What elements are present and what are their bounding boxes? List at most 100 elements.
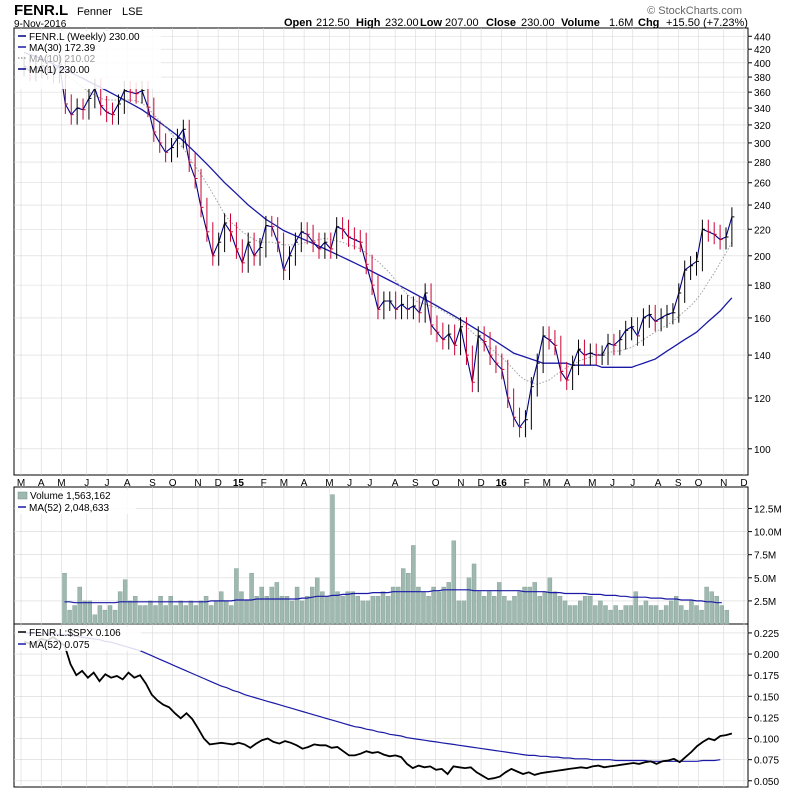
volume-bar bbox=[395, 586, 401, 625]
volume-bar bbox=[360, 600, 366, 625]
x-tick-label: N bbox=[194, 478, 201, 489]
price-bars bbox=[23, 54, 735, 438]
x-tick-label: A bbox=[301, 478, 308, 489]
volume-bar bbox=[304, 596, 310, 625]
volume-bar bbox=[421, 591, 426, 625]
volume-value: 1.6M bbox=[609, 17, 633, 29]
x-tick-label: J bbox=[84, 478, 89, 489]
volume-bar bbox=[638, 605, 644, 625]
volume-bar bbox=[679, 605, 684, 625]
volume-bar bbox=[350, 591, 355, 625]
price-tick-label: 260 bbox=[754, 179, 771, 190]
volume-bar bbox=[476, 591, 482, 625]
legend-ma30: MA(30) 172.39 bbox=[29, 43, 96, 54]
symbol-title: FENR.L bbox=[14, 2, 68, 19]
volume-bar bbox=[72, 605, 77, 625]
ratio-tick-label: 0.100 bbox=[754, 735, 779, 746]
volume-bar bbox=[198, 600, 204, 625]
volume-bar bbox=[158, 596, 163, 625]
volume-bar bbox=[537, 596, 542, 625]
volume-bar bbox=[208, 605, 214, 625]
price-panel bbox=[13, 27, 749, 476]
volume-bar bbox=[583, 596, 588, 625]
grid-lines bbox=[14, 28, 748, 787]
volume-tick-label: 10.0M bbox=[754, 528, 782, 539]
volume-bar bbox=[461, 600, 467, 625]
volume-bar bbox=[289, 600, 295, 625]
price-tick-label: 280 bbox=[754, 158, 771, 169]
volume-bar bbox=[173, 605, 178, 625]
volume-bar bbox=[148, 600, 153, 625]
legend-ratio-ma52: MA(52) 0.075 bbox=[29, 640, 90, 651]
volume-bar bbox=[522, 586, 527, 625]
volume-bar bbox=[320, 591, 325, 625]
legend-ma10: MA(10) 210.02 bbox=[29, 54, 96, 65]
x-tick-label: A bbox=[38, 478, 45, 489]
x-tick-label: M bbox=[325, 478, 333, 489]
volume-bar bbox=[623, 605, 628, 625]
volume-bar bbox=[168, 596, 173, 625]
volume-bar bbox=[188, 600, 194, 625]
open-value: 212.50 bbox=[316, 17, 350, 29]
ratio-legend-title: FENR.L:$SPX 0.106 bbox=[29, 628, 121, 639]
high-value: 232.00 bbox=[385, 17, 419, 29]
volume-bar bbox=[355, 596, 360, 625]
volume-bars bbox=[62, 494, 730, 625]
volume-tick-label: 5.0M bbox=[754, 574, 776, 585]
volume-bar bbox=[466, 577, 472, 625]
price-tick-label: 360 bbox=[754, 88, 771, 99]
volume-bar bbox=[532, 582, 537, 625]
volume-bar bbox=[689, 600, 694, 625]
volume-bar bbox=[552, 591, 558, 625]
x-tick-label: A bbox=[124, 478, 131, 489]
volume-bar bbox=[598, 600, 603, 625]
legend-ma1: MA(1) 230.00 bbox=[29, 65, 90, 76]
volume-bar bbox=[481, 596, 487, 625]
price-tick-label: 220 bbox=[754, 225, 771, 236]
volume-bar bbox=[588, 596, 593, 625]
volume-bar bbox=[486, 591, 492, 625]
volume-bar bbox=[335, 591, 340, 625]
price-tick-label: 440 bbox=[754, 32, 771, 43]
x-tick-label: M bbox=[17, 478, 25, 489]
volume-bar bbox=[436, 591, 441, 625]
volume-bar bbox=[244, 600, 249, 625]
volume-bar bbox=[507, 600, 512, 625]
volume-bar bbox=[345, 591, 350, 625]
ratio-ma52-line bbox=[24, 632, 721, 762]
volume-bar bbox=[658, 609, 664, 625]
volume-bar bbox=[92, 614, 98, 625]
volume-bar bbox=[249, 572, 254, 625]
volume-bar bbox=[613, 605, 618, 625]
volume-bar bbox=[294, 586, 300, 625]
volume-bar bbox=[426, 596, 431, 625]
x-tick-label: A bbox=[564, 478, 571, 489]
volume-bar bbox=[572, 605, 578, 625]
volume-bar bbox=[274, 582, 280, 625]
volume-bar bbox=[330, 494, 335, 625]
price-tick-label: 120 bbox=[754, 394, 771, 405]
ratio-tick-label: 0.075 bbox=[754, 756, 779, 767]
open-label: Open bbox=[284, 17, 312, 29]
volume-bar bbox=[603, 605, 608, 625]
volume-bar bbox=[82, 600, 87, 625]
volume-bar bbox=[254, 596, 259, 625]
volume-bar bbox=[107, 605, 113, 625]
x-tick-label: N bbox=[457, 478, 464, 489]
volume-bar bbox=[67, 609, 72, 625]
price-tick-label: 420 bbox=[754, 45, 771, 56]
x-tick-label: M bbox=[280, 478, 288, 489]
price-tick-label: 400 bbox=[754, 59, 771, 70]
volume-bar bbox=[512, 596, 517, 625]
volume-bar bbox=[517, 591, 522, 625]
x-tick-label: J bbox=[347, 478, 352, 489]
volume-bar bbox=[497, 582, 502, 625]
volume-bar bbox=[628, 605, 633, 625]
volume-bar bbox=[618, 609, 623, 625]
volume-bar bbox=[401, 568, 406, 625]
legend-volume-ma52: MA(52) 2,048,633 bbox=[29, 503, 109, 514]
ratio-tick-label: 0.200 bbox=[754, 650, 779, 661]
volume-label: Volume bbox=[561, 17, 600, 29]
x-tick-label: S bbox=[149, 478, 156, 489]
